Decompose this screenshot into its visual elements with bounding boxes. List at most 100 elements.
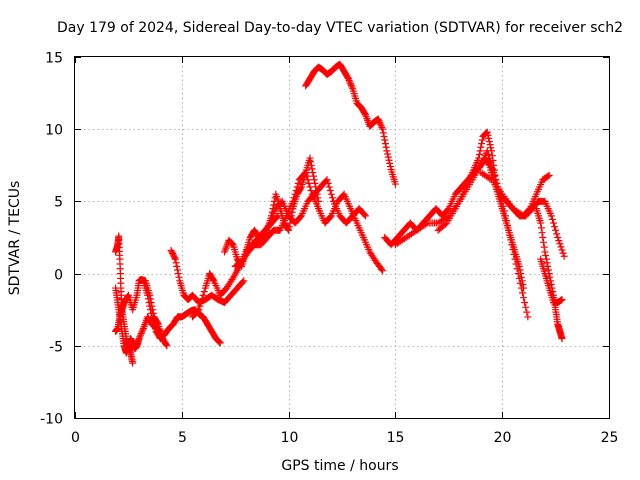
data-point: [347, 80, 355, 88]
data-point: [483, 128, 491, 136]
chart-title: Day 179 of 2024, Sidereal Day-to-day VTE…: [57, 20, 623, 36]
data-point: [375, 117, 383, 125]
data-point: [553, 230, 561, 238]
data-point: [537, 219, 545, 227]
data-point: [489, 165, 497, 173]
data-point: [285, 226, 293, 234]
data-point: [344, 75, 352, 83]
data-point: [490, 169, 498, 177]
data-point: [303, 172, 311, 180]
x-tick-label: 5: [178, 430, 187, 446]
data-point: [328, 194, 336, 202]
data-point: [174, 266, 182, 274]
data-point: [559, 249, 567, 257]
data-point: [516, 279, 524, 287]
data-point: [310, 172, 318, 180]
data-point: [514, 270, 522, 278]
series-arc12: [391, 128, 532, 321]
data-point: [491, 172, 499, 180]
data-point: [556, 240, 564, 248]
data-point: [444, 206, 452, 214]
data-point: [307, 187, 315, 195]
data-point: [326, 213, 334, 221]
data-point: [146, 302, 154, 310]
series-arc9: [253, 176, 369, 249]
series-arc7: [221, 154, 323, 270]
data-point: [240, 277, 248, 285]
data-point: [307, 158, 315, 166]
data-point: [386, 159, 394, 167]
x-tick-label: 10: [281, 430, 299, 446]
data-point: [384, 153, 392, 161]
data-point: [558, 246, 566, 254]
data-point: [544, 266, 552, 274]
data-point: [174, 270, 182, 278]
axis-ticks: 0 5 10 15 20 25 -10 -5 0 5 10 15: [40, 51, 618, 447]
data-point: [138, 328, 146, 336]
y-tick-label: 5: [54, 195, 63, 211]
data-point: [512, 260, 520, 268]
data-point: [378, 124, 386, 132]
data-point: [539, 234, 547, 241]
data-point: [386, 163, 394, 171]
data-point: [485, 134, 493, 142]
data-point: [524, 313, 532, 321]
x-tick-label: 0: [71, 430, 80, 446]
y-tick-label: -5: [49, 340, 63, 356]
data-point: [376, 120, 384, 128]
data-point: [537, 224, 545, 232]
data-point: [304, 176, 312, 184]
data-point: [196, 302, 204, 310]
data-point: [376, 118, 384, 126]
data-point: [379, 125, 387, 133]
data-point: [380, 132, 388, 140]
data-point: [381, 140, 389, 148]
data-point: [171, 255, 179, 263]
series-arc10: [302, 60, 399, 188]
data-point: [285, 223, 293, 231]
data-point: [521, 298, 529, 306]
data-point: [307, 161, 315, 169]
data-point: [552, 226, 560, 234]
data-point: [147, 309, 155, 317]
data-point: [379, 129, 387, 137]
data-point: [384, 150, 392, 158]
data-point: [144, 291, 152, 299]
y-tick-label: 15: [45, 51, 63, 67]
data-point: [505, 226, 513, 234]
data-point: [551, 223, 559, 231]
data-point: [515, 274, 523, 282]
data-point: [198, 295, 206, 303]
data-point: [558, 335, 566, 343]
data-point: [139, 326, 147, 334]
data-point: [522, 303, 530, 311]
x-tick-label: 20: [494, 430, 512, 446]
y-tick-label: 10: [45, 123, 63, 139]
data-point: [379, 267, 387, 275]
data-point: [314, 194, 322, 202]
data-point: [477, 143, 485, 151]
series-arc4: [139, 277, 224, 347]
data-point: [171, 254, 179, 262]
data-point: [124, 292, 132, 300]
data-point: [173, 262, 181, 270]
data-point: [290, 194, 298, 202]
data-point: [172, 259, 180, 267]
data-point: [305, 179, 313, 187]
data-point: [546, 273, 554, 281]
data-point: [478, 136, 486, 144]
data-point: [507, 236, 515, 244]
data-point: [310, 176, 318, 184]
data-point: [543, 259, 551, 267]
data-point: [544, 172, 552, 180]
data-point: [144, 295, 152, 303]
data-point: [476, 147, 484, 155]
data-point: [557, 243, 565, 251]
data-point: [162, 341, 170, 349]
data-point: [485, 154, 493, 162]
data-point: [216, 339, 224, 347]
data-point: [441, 220, 449, 228]
data-point: [542, 252, 550, 260]
x-tick-label: 25: [601, 430, 619, 446]
